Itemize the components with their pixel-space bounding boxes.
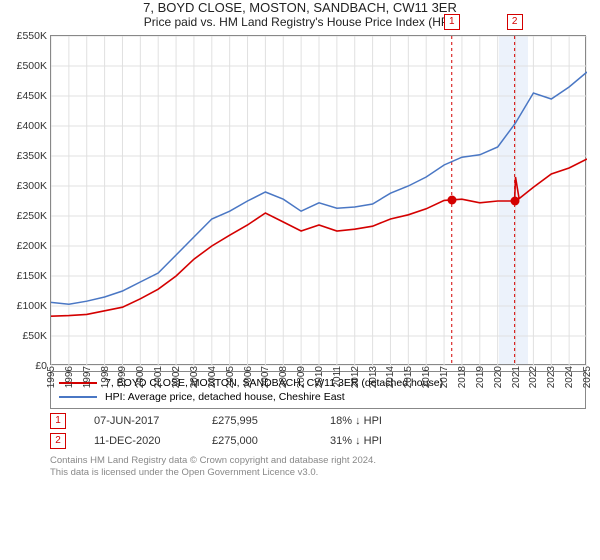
- x-tick-label: 2002: [171, 366, 182, 388]
- sales-rows: 1 07-JUN-2017 £275,995 18% ↓ HPI 2 11-DEC-202…: [0, 413, 600, 449]
- x-tick-label: 2022: [528, 366, 539, 388]
- x-tick-label: 2010: [314, 366, 325, 388]
- sale-index-box: 2: [50, 433, 66, 449]
- sale-delta: 31% ↓ HPI: [330, 435, 420, 447]
- plot-svg: [51, 36, 587, 366]
- x-tick-label: 2005: [225, 366, 236, 388]
- x-tick-label: 2008: [278, 366, 289, 388]
- y-tick-label: £450K: [17, 90, 47, 102]
- y-tick-label: £250K: [17, 210, 47, 222]
- x-tick-label: 1998: [100, 366, 111, 388]
- y-tick-label: £100K: [17, 300, 47, 312]
- sale-price: £275,995: [212, 415, 302, 427]
- sale-marker-box: 2: [507, 14, 523, 30]
- x-tick-label: 1995: [46, 366, 57, 388]
- x-tick-label: 2001: [153, 366, 164, 388]
- x-tick-label: 1997: [82, 366, 93, 388]
- chart-container: 7, BOYD CLOSE, MOSTON, SANDBACH, CW11 3E…: [0, 0, 600, 560]
- x-tick-label: 2006: [243, 366, 254, 388]
- sale-delta: 18% ↓ HPI: [330, 415, 420, 427]
- x-tick-label: 2004: [207, 366, 218, 388]
- x-tick-label: 2023: [546, 366, 557, 388]
- chart-title: 7, BOYD CLOSE, MOSTON, SANDBACH, CW11 3E…: [0, 0, 600, 15]
- sale-dot: [510, 197, 519, 206]
- x-tick-label: 1999: [117, 366, 128, 388]
- sale-date: 07-JUN-2017: [94, 415, 184, 427]
- plot-area: 12 £0£50K£100K£150K£200K£250K£300K£350K£…: [50, 35, 586, 365]
- sale-price: £275,000: [212, 435, 302, 447]
- y-tick-label: £200K: [17, 240, 47, 252]
- sale-date: 11-DEC-2020: [94, 435, 184, 447]
- x-tick-label: 2007: [260, 366, 271, 388]
- x-tick-label: 2013: [368, 366, 379, 388]
- x-tick-label: 2003: [189, 366, 200, 388]
- chart-wrap: 12 £0£50K£100K£150K£200K£250K£300K£350K£…: [50, 35, 588, 365]
- x-tick-label: 2015: [403, 366, 414, 388]
- x-tick-label: 1996: [64, 366, 75, 388]
- footer-line-1: Contains HM Land Registry data © Crown c…: [50, 455, 586, 467]
- x-tick-label: 2018: [457, 366, 468, 388]
- sale-dot: [447, 196, 456, 205]
- y-tick-label: £550K: [17, 30, 47, 42]
- x-tick-label: 2025: [582, 366, 593, 388]
- legend-label-2: HPI: Average price, detached house, Ches…: [105, 391, 345, 403]
- y-tick-label: £500K: [17, 60, 47, 72]
- x-tick-label: 2000: [135, 366, 146, 388]
- x-tick-label: 2011: [332, 366, 343, 388]
- x-tick-label: 2021: [511, 366, 522, 388]
- x-tick-label: 2020: [493, 366, 504, 388]
- y-tick-label: £350K: [17, 150, 47, 162]
- footer-line-2: This data is licensed under the Open Gov…: [50, 467, 586, 479]
- x-tick-label: 2024: [564, 366, 575, 388]
- sale-row: 1 07-JUN-2017 £275,995 18% ↓ HPI: [50, 413, 586, 429]
- y-tick-label: £300K: [17, 180, 47, 192]
- legend-row-2: HPI: Average price, detached house, Ches…: [59, 390, 577, 404]
- x-tick-label: 2019: [475, 366, 486, 388]
- legend-swatch-2: [59, 396, 97, 398]
- x-tick-label: 2014: [385, 366, 396, 388]
- x-tick-label: 2016: [421, 366, 432, 388]
- x-tick-label: 2009: [296, 366, 307, 388]
- x-tick-label: 2017: [439, 366, 450, 388]
- footer: Contains HM Land Registry data © Crown c…: [50, 455, 586, 480]
- sale-index-box: 1: [50, 413, 66, 429]
- y-tick-label: £50K: [22, 330, 47, 342]
- y-tick-label: £400K: [17, 120, 47, 132]
- sale-marker-box: 1: [444, 14, 460, 30]
- sale-row: 2 11-DEC-2020 £275,000 31% ↓ HPI: [50, 433, 586, 449]
- y-tick-label: £150K: [17, 270, 47, 282]
- x-tick-label: 2012: [350, 366, 361, 388]
